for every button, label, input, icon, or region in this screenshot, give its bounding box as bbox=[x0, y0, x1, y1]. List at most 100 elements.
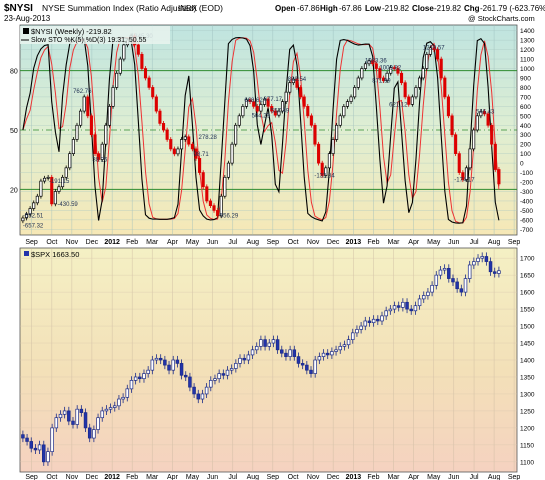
nysi-candle bbox=[234, 124, 238, 145]
spx-candle bbox=[380, 315, 384, 322]
spx-candle bbox=[396, 305, 401, 308]
spx-candle bbox=[296, 356, 301, 364]
nysi-left-axis: 80 50 20 bbox=[10, 69, 18, 195]
nysi-candle bbox=[230, 143, 234, 164]
x-tick-label: Oct bbox=[288, 239, 299, 246]
nysi-candle bbox=[295, 78, 299, 88]
spx-candle bbox=[213, 378, 217, 381]
spx-candle bbox=[21, 434, 25, 439]
spx-candle bbox=[138, 376, 142, 380]
spx-candle bbox=[54, 417, 59, 429]
nysi-candle bbox=[371, 60, 375, 65]
nysi-legend-label: $NYSI (Weekly) -219.82 bbox=[31, 27, 112, 36]
x-tick-label: May bbox=[186, 474, 200, 480]
nysi-candle bbox=[363, 63, 368, 69]
y-tick-label: 1250 bbox=[520, 408, 535, 415]
y-tick-label: 1600 bbox=[520, 290, 535, 297]
nysi-candle bbox=[172, 148, 176, 155]
spx-candle bbox=[83, 412, 88, 429]
nysi-candle bbox=[122, 44, 126, 60]
y-tick-label: -200 bbox=[520, 180, 533, 187]
nysi-candle bbox=[201, 172, 205, 188]
spx-candle bbox=[259, 339, 263, 347]
nysi-value-label: -556.29 bbox=[218, 214, 239, 220]
nysi-candle bbox=[79, 110, 83, 126]
nysi-candle bbox=[57, 186, 61, 192]
y-tick-label: 1150 bbox=[520, 442, 534, 449]
y-tick-label: 400 bbox=[520, 123, 531, 130]
nysi-value-label: 888.54 bbox=[288, 77, 307, 83]
x-tick-label: Aug bbox=[488, 474, 501, 480]
nysi-candle bbox=[360, 68, 364, 79]
nysi-candle bbox=[349, 96, 353, 102]
nysi-candle bbox=[259, 104, 263, 112]
nysi-candle bbox=[39, 180, 43, 197]
x-tick-label: Mar bbox=[387, 474, 400, 480]
low-label: Low bbox=[365, 4, 382, 13]
spx-candle bbox=[426, 291, 430, 296]
spx-candle bbox=[246, 354, 251, 361]
nysi-candle bbox=[154, 96, 158, 112]
y-tick-label: 1550 bbox=[520, 307, 535, 314]
nysi-candle bbox=[464, 167, 469, 180]
nysi-candle bbox=[313, 124, 317, 145]
spx-candle bbox=[430, 284, 434, 293]
spx-candle bbox=[50, 427, 54, 452]
spx-candle bbox=[442, 268, 447, 271]
nysi-candle bbox=[327, 153, 331, 169]
spx-candle bbox=[113, 405, 117, 408]
nysi-candle bbox=[302, 96, 306, 107]
nysi-candle bbox=[151, 87, 155, 98]
spx-candle bbox=[325, 352, 330, 356]
nysi-candle bbox=[410, 96, 414, 105]
y-tick-label: -500 bbox=[520, 208, 533, 215]
spx-candle bbox=[254, 346, 259, 351]
spx-legend: $SPX 1663.50 bbox=[24, 250, 79, 259]
nysi-candle bbox=[226, 162, 230, 178]
nysi-candle bbox=[198, 158, 202, 173]
nysi-candle bbox=[389, 67, 393, 74]
spx-candle bbox=[363, 320, 368, 327]
nysi-value-label: 668.62 bbox=[244, 98, 263, 104]
spx-candle bbox=[275, 339, 280, 351]
y-tick-label: -600 bbox=[520, 217, 533, 224]
nysi-candle bbox=[493, 143, 497, 170]
spx-candle bbox=[217, 373, 221, 380]
nysi-legend-bg bbox=[20, 26, 170, 44]
nysi-candle bbox=[219, 195, 223, 217]
ohlc-readout: Open -67.86 High -67.86 Low -219.82 Clos… bbox=[275, 4, 545, 13]
nysi-candle bbox=[428, 47, 432, 55]
nysi-candle bbox=[331, 139, 335, 154]
y-tick-label: 1300 bbox=[520, 391, 535, 398]
stochastic-series bbox=[22, 36, 500, 224]
spx-candle bbox=[355, 329, 359, 334]
nysi-annotations: -552.51 -191.15 -430.59 -657.32 762.76 38.26 1… bbox=[23, 34, 495, 229]
nysi-candle bbox=[82, 96, 86, 112]
nysi-candle bbox=[158, 110, 162, 124]
x-tick-label: Nov bbox=[307, 239, 320, 246]
nysi-candle bbox=[446, 96, 450, 117]
nysi-candle bbox=[385, 72, 389, 81]
spx-candle bbox=[234, 363, 238, 369]
nysi-candle bbox=[212, 205, 216, 211]
nysi-value-label: -132.34 bbox=[314, 174, 335, 180]
x-tick-label: Sep bbox=[25, 239, 38, 246]
spx-candle bbox=[188, 376, 192, 388]
nysi-value-label: 546.43 bbox=[476, 109, 495, 115]
spx-candle bbox=[413, 305, 418, 312]
spx-candle bbox=[96, 417, 100, 430]
spx-candle bbox=[100, 410, 104, 419]
spx-candle bbox=[309, 369, 313, 374]
y-tick-label: 1200 bbox=[520, 425, 535, 432]
y-tick-label: 1000 bbox=[520, 66, 535, 73]
spx-candle bbox=[200, 393, 205, 400]
spx-candle bbox=[104, 408, 109, 412]
spx-candle bbox=[292, 349, 297, 357]
spx-candle bbox=[37, 444, 42, 451]
nysi-candle bbox=[291, 78, 295, 84]
spx-right-axis: 1700 1650 1600 1550 1500 1450 1400 1350 1300 1250… bbox=[520, 256, 535, 467]
nysi-value-label: 1083.36 bbox=[365, 59, 387, 65]
nysi-value-label: 762.76 bbox=[73, 89, 92, 95]
y-tick-label: -100 bbox=[520, 170, 533, 177]
chg-label: Chg bbox=[464, 4, 480, 13]
